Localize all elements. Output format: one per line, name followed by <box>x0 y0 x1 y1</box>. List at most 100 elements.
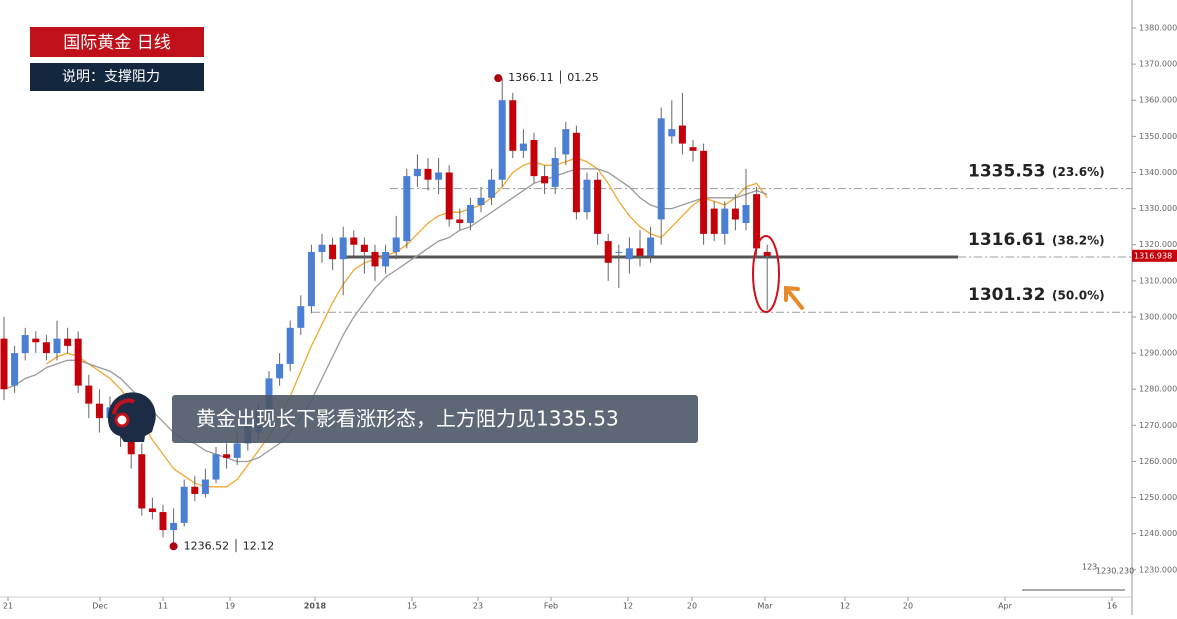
candle-body <box>233 443 241 458</box>
y-tick-label: 1370.000 <box>1139 60 1177 69</box>
candle-body <box>763 251 771 256</box>
candle-body <box>21 335 29 354</box>
candle-body <box>413 168 421 177</box>
y-tick-label: 1280.000 <box>1139 385 1177 394</box>
candle-body <box>74 338 82 386</box>
x-tick-label: 11 <box>158 602 168 611</box>
y-tick-label: 1230.000 <box>1139 565 1177 574</box>
moving-average <box>3 168 768 463</box>
high-note: 1366.11 │ 01.25 <box>508 70 599 84</box>
x-tick-label: Feb <box>544 602 558 611</box>
level-ratio: (50.0%) <box>1052 289 1105 303</box>
candle-body <box>636 248 644 256</box>
candle-body <box>657 118 665 220</box>
candle-body <box>519 143 527 151</box>
candle-body <box>170 522 178 531</box>
candle-body <box>392 237 400 252</box>
x-tick-label: 2018 <box>304 602 327 611</box>
candle-body <box>318 244 326 252</box>
candle-body <box>541 176 549 184</box>
candle-body <box>488 179 496 198</box>
candle-body <box>127 432 135 455</box>
x-tick-label: 16 <box>1107 602 1117 611</box>
candle-body <box>710 208 718 234</box>
candle-body <box>297 306 305 328</box>
level-value: 1335.53 <box>968 162 1045 182</box>
last-price-label: 1316.938 <box>1134 251 1172 260</box>
candle-body <box>753 194 761 249</box>
level-ratio: (38.2%) <box>1052 233 1105 247</box>
y-tick-label: 1300.000 <box>1139 312 1177 321</box>
candle-body <box>191 486 199 494</box>
corner-text: 1230.230 <box>1096 567 1134 576</box>
candle-body <box>180 486 188 523</box>
candle-body <box>562 129 570 155</box>
candle-body <box>223 454 231 458</box>
logo <box>108 392 156 442</box>
level-value: 1316.61 <box>968 230 1045 250</box>
x-tick-label: 23 <box>473 602 483 611</box>
candle-body <box>32 338 40 343</box>
candle-body <box>11 353 19 386</box>
candle-body <box>64 338 72 346</box>
candle-body <box>350 237 358 245</box>
low-note: 1236.52 │ 12.12 <box>184 538 275 552</box>
candle-body <box>456 219 464 224</box>
comment: 黄金出现长下影看涨形态，上方阻力见1335.53 <box>196 407 619 431</box>
candle-body <box>159 512 167 531</box>
x-tick-label: Dec <box>92 602 107 611</box>
y-tick-label: 1310.000 <box>1139 276 1177 285</box>
candle-body <box>530 139 538 177</box>
candle-body <box>42 342 50 354</box>
candle-body <box>424 168 432 180</box>
low-marker <box>169 542 178 551</box>
candle-body <box>339 237 347 260</box>
candle-body <box>201 479 209 494</box>
x-tick-label: 19 <box>225 602 235 611</box>
level-value: 1301.32 <box>968 285 1045 305</box>
candle-body <box>286 327 294 364</box>
candle-body <box>731 208 739 220</box>
candle-body <box>477 197 485 205</box>
candle-body <box>700 150 708 234</box>
candle-body <box>265 378 273 411</box>
candle-body <box>307 251 315 307</box>
candle-body <box>403 176 411 242</box>
arrow <box>784 285 804 310</box>
y-tick-label: 1240.000 <box>1139 529 1177 538</box>
y-tick-label: 1360.000 <box>1139 96 1177 105</box>
candle-body <box>604 241 612 263</box>
candle-body <box>647 237 655 256</box>
x-tick-label: 12 <box>840 602 850 611</box>
y-tick-label: 1290.000 <box>1139 349 1177 358</box>
candle-body <box>625 248 633 260</box>
candle-body <box>276 363 284 379</box>
y-tick-label: 1260.000 <box>1139 457 1177 466</box>
chart-title: 国际黄金 日线 <box>63 33 170 53</box>
candle-body <box>148 508 156 513</box>
candle-body <box>329 244 337 260</box>
y-tick-label: 1380.000 <box>1139 23 1177 32</box>
candle-body <box>53 338 61 354</box>
candle-body <box>371 251 379 267</box>
highlight-ellipse <box>752 235 780 313</box>
comment-box <box>172 395 698 443</box>
subtitle-box <box>30 63 204 91</box>
x-tick-label: Mar <box>757 602 773 611</box>
subtitle: 说明：支撑阻力 <box>62 69 160 85</box>
last-price-box <box>1132 249 1177 262</box>
x-tick-label: Apr <box>998 602 1013 611</box>
x-tick-label: 20 <box>687 602 697 611</box>
y-tick-label: 1250.000 <box>1139 493 1177 502</box>
candle-body <box>95 403 103 419</box>
title-box <box>30 27 204 57</box>
candle-body <box>509 100 517 151</box>
candle-body <box>689 147 697 151</box>
candle-body <box>742 205 750 224</box>
candle-body <box>466 205 474 224</box>
x-tick-label: 20 <box>903 602 913 611</box>
candle-body <box>615 251 623 253</box>
